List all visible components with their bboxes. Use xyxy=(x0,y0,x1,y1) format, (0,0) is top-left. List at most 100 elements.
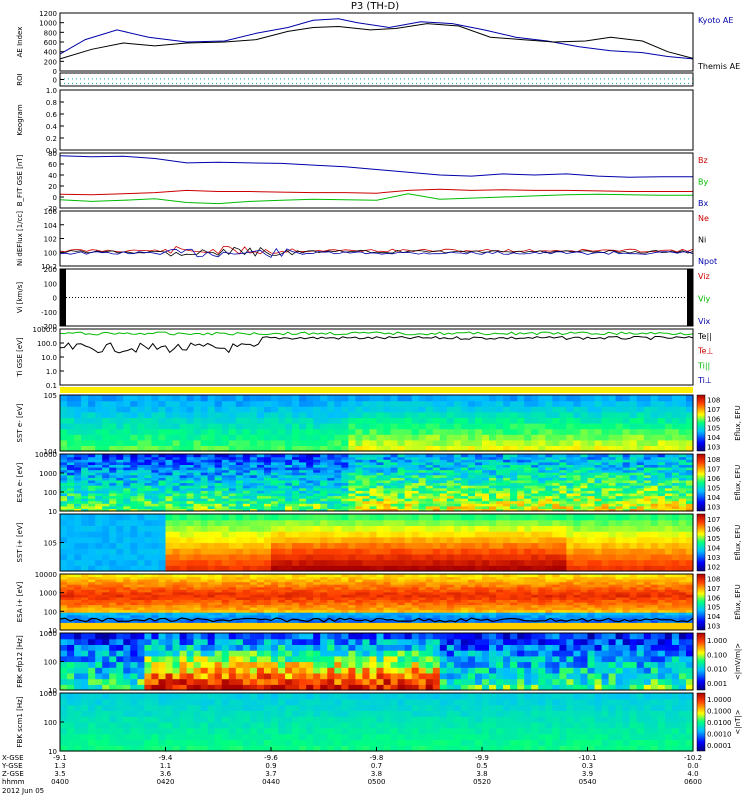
spectrogram-cell xyxy=(200,490,209,494)
spectrogram-cell xyxy=(439,485,448,489)
spectrogram-cell xyxy=(186,614,195,618)
spectrogram-cell xyxy=(313,514,321,521)
spectrogram-cell xyxy=(552,439,560,446)
spectrogram-cell xyxy=(242,482,251,486)
spectrogram-cell xyxy=(510,495,518,499)
spectrogram-cell xyxy=(228,612,237,616)
spectrogram-cell xyxy=(425,500,434,504)
spectrogram-cell xyxy=(390,477,399,481)
spectrogram-cell xyxy=(489,459,497,463)
spectrogram-cell xyxy=(242,500,251,504)
spectrogram-cell xyxy=(320,602,328,606)
spectrogram-cell xyxy=(95,612,103,616)
spectrogram-cell xyxy=(587,445,596,452)
y-tick-label: 104 xyxy=(44,222,58,230)
spectrogram-cell xyxy=(482,467,490,471)
spectrogram-cell xyxy=(503,514,511,521)
spectrogram-cell xyxy=(489,490,497,494)
spectrogram-cell xyxy=(678,477,687,481)
spectrogram-cell xyxy=(306,612,314,616)
spectrogram-cell xyxy=(137,461,145,465)
spectrogram-cell xyxy=(348,596,356,600)
spectrogram-cell xyxy=(256,581,265,585)
spectrogram-cell xyxy=(482,428,490,435)
spectrogram-cell xyxy=(362,445,370,452)
spectrogram-cell xyxy=(573,519,581,526)
spectrogram-cell xyxy=(376,445,385,452)
spectrogram-cell xyxy=(151,469,159,473)
spectrogram-cell xyxy=(376,519,385,526)
spectrogram-cell xyxy=(256,553,265,561)
spectrogram-cell xyxy=(186,456,195,460)
spectrogram-cell xyxy=(383,602,392,606)
spectrogram-cell xyxy=(271,456,279,460)
spectrogram-cell xyxy=(510,531,518,538)
spectrogram-cell xyxy=(109,411,117,418)
spectrogram-cell xyxy=(292,619,300,623)
spectrogram-cell xyxy=(622,472,631,476)
spectrogram-cell xyxy=(264,576,272,580)
spectrogram-cell xyxy=(320,531,328,538)
spectrogram-cell xyxy=(67,525,75,532)
spectrogram-cell xyxy=(650,474,659,478)
spectrogram-cell xyxy=(566,482,574,486)
spectrogram-cell xyxy=(249,559,258,566)
spectrogram-cell xyxy=(517,445,525,452)
spectrogram-cell xyxy=(207,508,216,512)
spectrogram-cell xyxy=(264,627,272,631)
spectrogram-cell xyxy=(207,456,216,460)
spectrogram-cell xyxy=(664,559,673,566)
spectrogram-cell xyxy=(327,467,335,471)
spectrogram-cell xyxy=(404,467,413,471)
spectrogram-cell xyxy=(214,454,223,458)
spectrogram-cell xyxy=(362,464,370,468)
spectrogram-cell xyxy=(566,423,574,430)
spectrogram-cell xyxy=(271,487,279,491)
spectrogram-cell xyxy=(313,395,321,402)
spectrogram-cell xyxy=(81,395,89,402)
spectrogram-cell xyxy=(425,400,434,407)
spectrogram-cell xyxy=(327,565,335,572)
spectrogram-cell xyxy=(151,495,159,499)
spectrogram-cell xyxy=(137,411,145,418)
spectrogram-cell xyxy=(60,602,68,606)
spectrogram-cell xyxy=(418,479,427,484)
spectrogram-cell xyxy=(292,624,300,628)
spectrogram-cell xyxy=(678,508,687,512)
spectrogram-cell xyxy=(657,406,666,413)
colorbar-label: Eflux, EFU xyxy=(734,405,742,440)
spectrogram-cell xyxy=(355,602,363,606)
spectrogram-cell xyxy=(81,459,89,463)
spectrogram-cell xyxy=(158,542,167,549)
spectrogram-cell xyxy=(686,474,694,478)
spectrogram-cell xyxy=(109,503,117,507)
spectrogram-cell xyxy=(299,596,307,600)
spectrogram-cell xyxy=(74,594,82,598)
spectrogram-cell xyxy=(348,469,356,473)
spectrogram-cell xyxy=(74,579,82,583)
legend-entry: Viz xyxy=(698,272,710,281)
spectrogram-cell xyxy=(475,514,483,521)
spectrogram-cell xyxy=(60,576,68,580)
spectrogram-cell xyxy=(629,508,638,512)
spectrogram-cell xyxy=(503,503,511,507)
spectrogram-cell xyxy=(341,602,349,606)
spectrogram-cell xyxy=(629,498,638,502)
spectrogram-cell xyxy=(573,508,581,512)
spectrogram-cell xyxy=(622,553,631,561)
spectrogram-cell xyxy=(425,487,434,491)
spectrogram-cell xyxy=(256,434,265,441)
spectrogram-cell xyxy=(446,434,455,441)
spectrogram-cell xyxy=(629,456,638,460)
spectrogram-cell xyxy=(278,406,286,413)
spectrogram-cell xyxy=(60,622,68,626)
spectrogram-cell xyxy=(643,531,652,538)
spectrogram-cell xyxy=(334,586,342,590)
spectrogram-cell xyxy=(186,604,195,608)
spectrogram-cell xyxy=(482,479,490,484)
spectrogram-cell xyxy=(432,434,441,441)
spectrogram-cell xyxy=(482,487,490,491)
spectrogram-cell xyxy=(292,479,300,484)
spectrogram-cell xyxy=(369,472,378,476)
